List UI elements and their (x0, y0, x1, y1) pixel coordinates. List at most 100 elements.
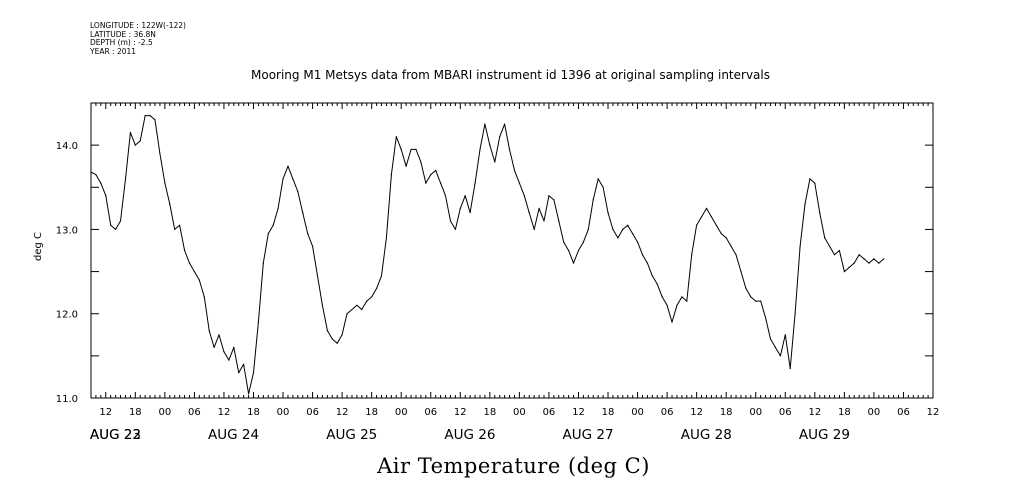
data-point (243, 363, 245, 365)
data-point (740, 271, 742, 273)
data-point (769, 338, 772, 340)
data-point (819, 212, 821, 214)
data-point (326, 330, 328, 332)
data-point (390, 174, 392, 176)
data-point (302, 212, 304, 214)
data-point (705, 207, 708, 209)
data-point (563, 241, 565, 243)
data-point (179, 224, 181, 226)
data-point (346, 313, 348, 315)
x-tick-label: 12 (99, 407, 112, 418)
data-point (760, 300, 762, 302)
data-point (440, 182, 442, 184)
data-point (376, 287, 378, 289)
x-tick-label: 06 (188, 407, 201, 418)
data-point (430, 174, 432, 176)
x-tick-label: 00 (749, 407, 762, 418)
data-point (627, 224, 629, 226)
x-tick-label: 06 (424, 407, 437, 418)
temperature-series-line (90, 115, 885, 395)
data-point (494, 161, 496, 163)
data-point (484, 123, 486, 125)
data-point (883, 258, 885, 260)
data-point (282, 178, 284, 180)
data-point (169, 203, 171, 205)
y-tick-label: 12.0 (56, 310, 78, 321)
data-point (853, 262, 855, 264)
x-tick-label: 18 (483, 407, 496, 418)
data-point (701, 216, 703, 218)
x-date-label: AUG 27 (563, 427, 614, 443)
x-date-label: AUG 24 (208, 427, 259, 443)
data-point (504, 123, 506, 125)
y-tick-label: 13.0 (56, 225, 78, 236)
data-point (184, 249, 186, 252)
data-point (110, 224, 112, 226)
data-point (745, 287, 747, 289)
data-point (287, 165, 289, 167)
data-point (513, 169, 516, 171)
data-point (868, 262, 870, 264)
data-point (843, 271, 846, 273)
data-point (592, 199, 594, 201)
data-point (248, 393, 250, 395)
data-point (848, 266, 850, 268)
data-point (558, 220, 560, 222)
data-point (297, 190, 299, 193)
data-point (538, 207, 540, 209)
data-point (804, 203, 806, 205)
data-point (449, 220, 452, 222)
data-point (257, 321, 259, 323)
data-point (380, 275, 383, 277)
data-point (572, 262, 575, 264)
data-point (710, 216, 713, 218)
data-point (833, 254, 836, 256)
data-point (641, 254, 644, 256)
data-point (198, 279, 200, 281)
data-point (774, 346, 777, 348)
data-point (518, 182, 521, 184)
y-axis-label: deg C (33, 232, 44, 261)
x-tick-label: 18 (720, 407, 733, 418)
data-point (681, 296, 683, 298)
data-point (676, 304, 678, 306)
data-point (499, 136, 501, 138)
data-point (617, 237, 619, 239)
data-point (292, 178, 294, 180)
data-point (755, 300, 757, 302)
x-tick-label: 00 (868, 407, 881, 418)
data-point (159, 153, 161, 155)
data-point (661, 296, 663, 298)
data-point (252, 372, 255, 374)
data-point (779, 355, 782, 357)
data-point (316, 275, 319, 277)
x-tick-label: 12 (454, 407, 467, 418)
data-point (479, 148, 481, 150)
data-point (272, 224, 274, 226)
x-date-label: AUG 28 (681, 427, 732, 443)
data-point (307, 233, 309, 235)
x-tick-label: 18 (838, 407, 851, 418)
x-date-label: AUG 26 (444, 427, 495, 443)
data-point (523, 195, 525, 197)
data-point (612, 228, 614, 230)
data-point (119, 220, 122, 222)
data-point (233, 346, 235, 348)
y-tick-label: 11.0 (56, 394, 78, 405)
x-tick-label: 18 (602, 407, 615, 418)
data-point (371, 296, 373, 298)
data-point (385, 237, 387, 239)
data-point (105, 195, 107, 197)
data-point (715, 224, 717, 226)
data-point (208, 330, 210, 332)
data-point (735, 254, 737, 256)
data-point (553, 199, 555, 201)
plot-frame (90, 102, 934, 399)
data-point (543, 220, 545, 222)
data-point (356, 304, 358, 306)
data-point (336, 342, 338, 344)
data-point (646, 262, 649, 264)
data-point (686, 300, 688, 302)
data-point (508, 148, 511, 150)
